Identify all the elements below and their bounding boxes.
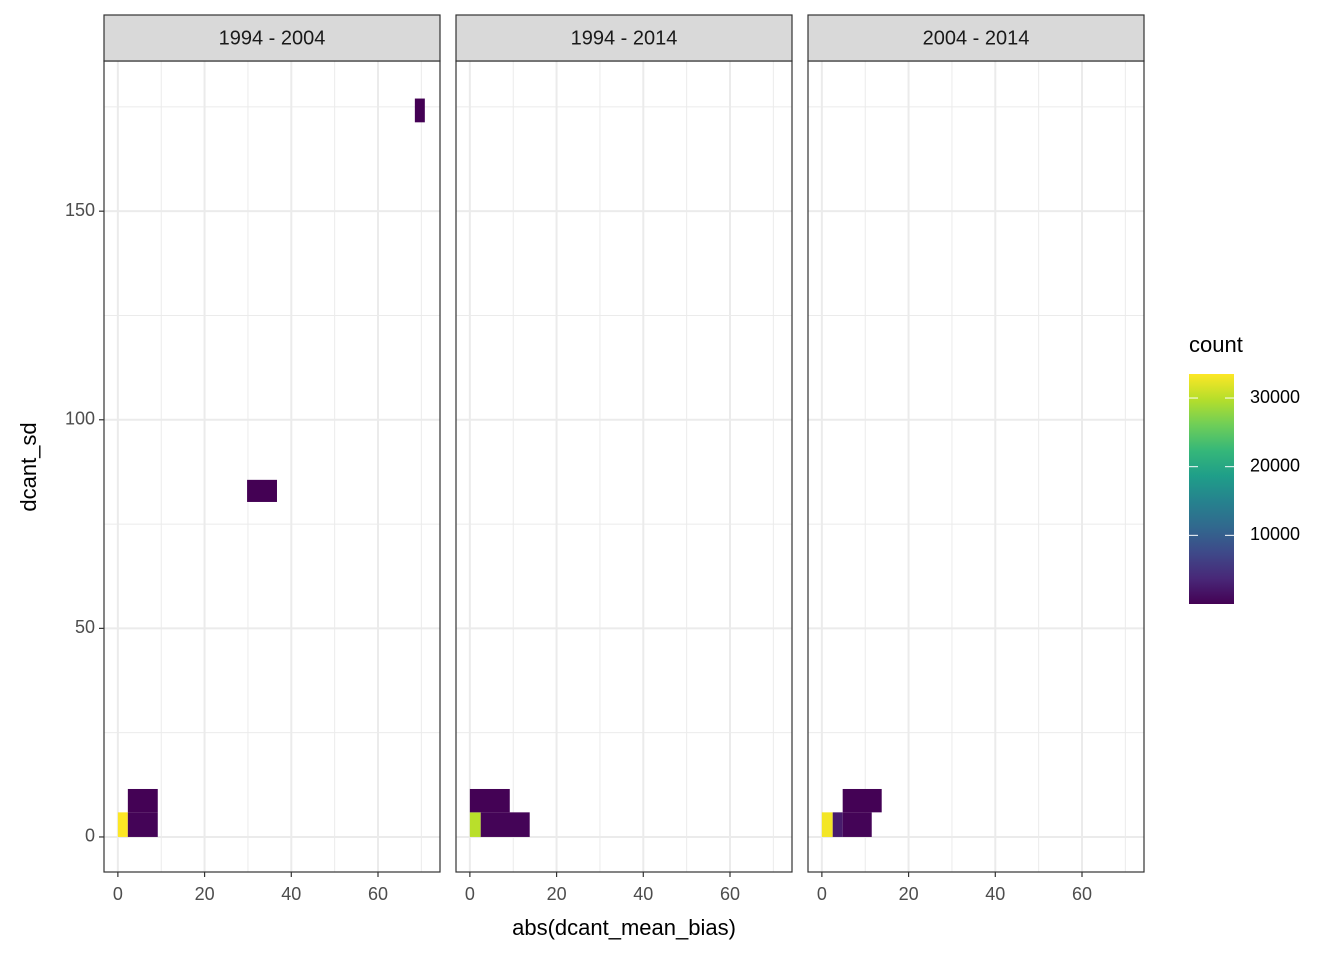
- x-tick-label: 0: [817, 884, 827, 904]
- x-tick-label: 40: [633, 884, 653, 904]
- y-tick-label: 0: [85, 826, 95, 846]
- tile: [469, 812, 481, 837]
- strip: [103, 14, 441, 62]
- colorbar: [1189, 374, 1234, 604]
- legend-label: 30000: [1250, 387, 1300, 407]
- tile: [821, 812, 833, 837]
- tile: [414, 98, 425, 123]
- tile: [842, 812, 872, 837]
- tile: [469, 788, 510, 813]
- x-tick-label: 40: [985, 884, 1005, 904]
- panel-background: [808, 61, 1144, 872]
- strip-label: 1994 - 2004: [219, 27, 326, 49]
- tile: [832, 812, 843, 837]
- legend-label: 20000: [1250, 455, 1300, 475]
- x-tick-label: 0: [113, 884, 123, 904]
- tile: [480, 812, 530, 837]
- tile: [127, 812, 158, 837]
- strip-label: 1994 - 2014: [571, 27, 678, 49]
- y-tick-label: 50: [75, 617, 95, 637]
- legend-title: count: [1189, 332, 1243, 357]
- x-tick-label: 40: [281, 884, 301, 904]
- x-tick-label: 20: [547, 884, 567, 904]
- x-tick-label: 20: [195, 884, 215, 904]
- panel-background: [104, 61, 440, 872]
- strip-label: 2004 - 2014: [923, 27, 1030, 49]
- panel-background: [456, 61, 792, 872]
- tile: [117, 812, 128, 837]
- y-axis-label: dcant_sd: [16, 422, 41, 511]
- y-tick-label: 100: [65, 409, 95, 429]
- tile: [247, 479, 277, 502]
- tile: [127, 788, 158, 813]
- tile: [842, 788, 882, 813]
- legend-label: 10000: [1250, 524, 1300, 544]
- strip: [455, 14, 793, 62]
- x-tick-label: 60: [1072, 884, 1092, 904]
- x-axis-label: abs(dcant_mean_bias): [512, 915, 736, 940]
- y-tick-label: 150: [65, 200, 95, 220]
- x-tick-label: 60: [720, 884, 740, 904]
- x-tick-label: 0: [465, 884, 475, 904]
- x-tick-label: 20: [899, 884, 919, 904]
- x-tick-label: 60: [368, 884, 388, 904]
- strip: [807, 14, 1145, 62]
